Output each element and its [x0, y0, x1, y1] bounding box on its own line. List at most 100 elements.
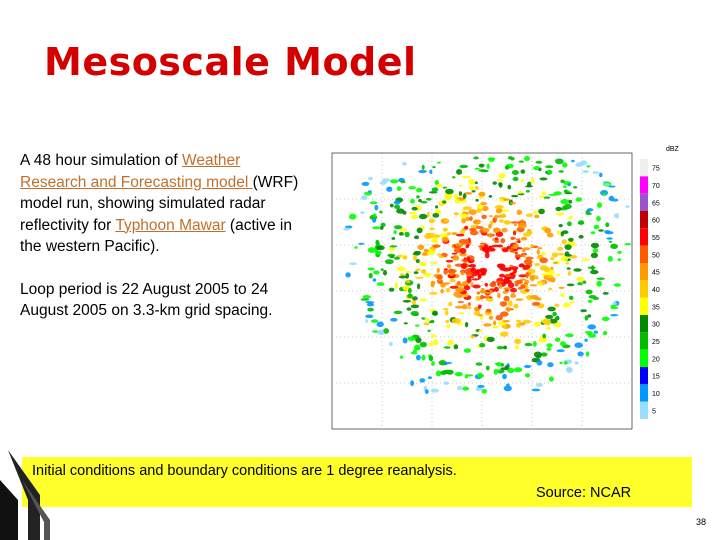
echo — [484, 283, 489, 287]
echo — [445, 287, 451, 293]
echo — [367, 307, 374, 312]
echo — [602, 331, 608, 336]
echo — [454, 305, 464, 309]
link[interactable]: Typhoon Mawar — [115, 216, 226, 234]
echo — [404, 231, 410, 238]
echo — [360, 298, 370, 301]
echo — [585, 289, 593, 295]
echo — [590, 252, 598, 259]
echo — [365, 314, 374, 319]
echo — [470, 267, 477, 274]
echo — [367, 267, 375, 271]
echo — [548, 287, 553, 291]
echo — [416, 354, 421, 361]
echo — [571, 159, 575, 163]
echo — [425, 197, 432, 201]
echo — [415, 324, 420, 327]
echo — [420, 200, 428, 204]
echo — [374, 250, 382, 255]
echo — [506, 383, 510, 387]
echo — [368, 272, 373, 279]
echo — [568, 237, 574, 242]
echo — [577, 351, 584, 357]
echo — [546, 169, 553, 174]
echo — [438, 360, 447, 366]
echo — [514, 338, 522, 344]
echo — [540, 252, 547, 256]
echo — [560, 341, 566, 347]
echo — [443, 381, 450, 385]
echo — [578, 234, 584, 239]
echo — [387, 253, 396, 257]
echo — [535, 383, 543, 387]
echo — [461, 175, 471, 179]
echo — [562, 302, 571, 308]
echo — [488, 232, 492, 238]
color-swatch — [640, 228, 648, 246]
echo — [549, 376, 554, 382]
echo — [561, 239, 567, 245]
echo — [417, 244, 425, 250]
echo — [402, 255, 408, 260]
echo — [362, 295, 371, 299]
echo — [443, 361, 453, 365]
echo — [478, 163, 485, 168]
echo — [411, 300, 417, 305]
echo — [428, 218, 436, 224]
echo — [557, 246, 564, 251]
echo — [533, 351, 542, 358]
echo — [429, 227, 435, 231]
echo — [602, 192, 607, 196]
echo — [424, 318, 430, 322]
link[interactable]: Weather Research and Forecasting model — [20, 152, 253, 191]
echo — [510, 287, 517, 293]
echo — [510, 201, 516, 205]
echo — [432, 234, 441, 238]
echo — [463, 348, 471, 353]
echo — [514, 280, 523, 285]
echo — [520, 236, 528, 241]
echo — [410, 198, 415, 204]
echo — [360, 211, 365, 214]
color-swatch — [640, 384, 648, 402]
echo — [516, 209, 522, 216]
echo — [477, 372, 483, 379]
echo — [461, 304, 468, 310]
echo — [419, 378, 426, 383]
echo — [442, 308, 449, 311]
echo — [396, 186, 402, 191]
echo — [457, 283, 467, 287]
echo — [410, 380, 415, 387]
echo — [593, 330, 598, 334]
color-swatch — [640, 297, 648, 315]
echo — [573, 268, 582, 272]
echo — [500, 213, 506, 218]
echo — [543, 266, 551, 272]
echo — [512, 243, 520, 248]
echo — [590, 231, 596, 235]
echo — [537, 304, 544, 309]
echo — [483, 244, 489, 248]
echo — [408, 287, 412, 294]
echo — [475, 362, 483, 366]
echo — [380, 268, 384, 271]
echo — [523, 258, 533, 265]
echo — [416, 187, 423, 193]
echo — [400, 180, 406, 184]
echo — [558, 286, 565, 289]
echo — [529, 284, 538, 287]
note-text: Initial conditions and boundary conditio… — [32, 463, 457, 479]
echo — [533, 166, 540, 171]
echo — [604, 230, 611, 234]
echo — [545, 327, 552, 330]
echo — [611, 198, 619, 202]
echo — [544, 227, 552, 234]
echo — [498, 197, 507, 200]
echo — [524, 342, 533, 347]
echo — [431, 187, 439, 192]
echo — [530, 244, 534, 248]
color-bar-label: 65 — [652, 200, 660, 207]
echo — [522, 253, 526, 258]
echo — [474, 181, 478, 184]
